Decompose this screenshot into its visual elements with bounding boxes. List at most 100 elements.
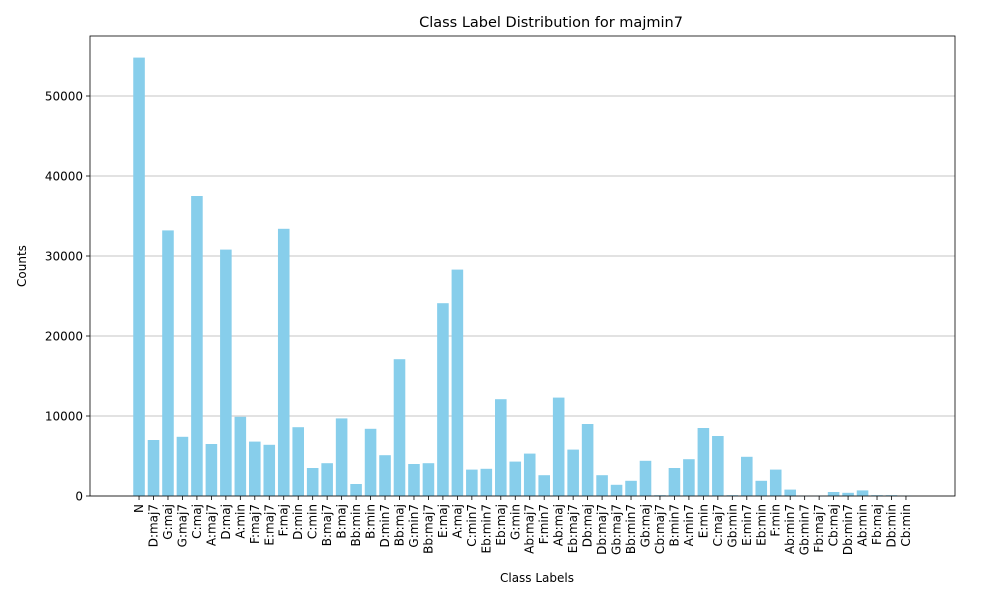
x-tick-label: F:maj7 xyxy=(248,504,262,544)
bar xyxy=(451,269,464,496)
x-tick-label: B:min7 xyxy=(667,504,681,547)
x-tick-label: B:min xyxy=(364,504,378,539)
x-tick-label: Db:maj xyxy=(581,504,595,547)
bar xyxy=(480,468,493,496)
y-tick-label: 30000 xyxy=(45,250,83,264)
bars xyxy=(133,57,912,497)
chart-title: Class Label Distribution for majmin7 xyxy=(419,15,683,31)
x-tick-label: A:maj xyxy=(450,504,464,538)
y-axis-ticks: 0 10000 20000 30000 40000 50000 xyxy=(45,90,90,504)
bar xyxy=(422,463,435,496)
bar xyxy=(147,440,160,496)
x-tick-label: Eb:min xyxy=(754,504,768,546)
bar xyxy=(827,492,840,496)
x-tick-label: Ab:min7 xyxy=(783,504,797,554)
bar xyxy=(538,475,550,496)
x-tick-label: Ab:min xyxy=(856,504,870,547)
x-tick-label: G:maj7 xyxy=(175,504,189,547)
bar xyxy=(784,489,796,496)
bar xyxy=(712,436,724,496)
y-tick-label: 40000 xyxy=(45,170,83,184)
x-tick-label: D:maj7 xyxy=(147,504,161,547)
x-tick-label: C:min xyxy=(306,504,320,539)
bar xyxy=(625,480,637,496)
x-tick-label: E:maj xyxy=(436,504,450,538)
bar xyxy=(509,461,522,496)
x-tick-label: Ab:maj7 xyxy=(523,504,537,554)
x-tick-label: F:maj xyxy=(277,504,291,536)
x-tick-label: C:min7 xyxy=(465,504,479,547)
x-tick-label: A:min xyxy=(233,504,247,539)
bar xyxy=(495,399,507,496)
x-tick-label: Fb:maj7 xyxy=(812,504,826,553)
x-tick-label: Eb:maj xyxy=(494,504,508,546)
bar xyxy=(191,196,203,496)
bar xyxy=(697,428,710,496)
bar xyxy=(639,460,652,496)
x-tick-label: Bb:maj xyxy=(393,504,407,546)
bar xyxy=(437,303,449,496)
bar xyxy=(610,484,623,496)
plot-frame xyxy=(89,35,956,497)
bar xyxy=(321,463,333,496)
x-tick-label: B:maj xyxy=(335,504,349,539)
x-tick-label: Db:min7 xyxy=(841,504,855,555)
bar xyxy=(335,418,348,496)
x-tick-label: Db:min xyxy=(884,504,898,548)
x-tick-label: Bb:maj7 xyxy=(421,504,435,554)
x-tick-label: Bb:min xyxy=(349,504,363,547)
x-tick-label: G:min xyxy=(508,504,522,540)
x-tick-label: C:maj xyxy=(190,504,204,539)
x-axis-ticks: N D:maj7 G:maj G:maj7 C:maj A:maj7 D:maj A:min F… xyxy=(132,496,913,555)
x-tick-label: E:min7 xyxy=(740,504,754,546)
x-tick-label: Fb:maj xyxy=(870,504,884,545)
x-tick-label: Gb:maj xyxy=(638,504,652,547)
x-tick-label: B:maj7 xyxy=(320,504,334,546)
x-tick-label: E:maj7 xyxy=(262,504,276,546)
bar xyxy=(668,468,681,496)
x-tick-label: Db:maj7 xyxy=(595,504,609,555)
bar xyxy=(364,428,377,496)
y-tick-label: 20000 xyxy=(45,330,83,344)
bar xyxy=(220,249,232,496)
grid-lines xyxy=(90,95,955,497)
bar xyxy=(842,492,854,496)
x-tick-label: D:maj xyxy=(219,504,233,540)
y-tick-label: 10000 xyxy=(45,410,83,424)
x-tick-label: Bb:min7 xyxy=(624,504,638,554)
y-tick-label: 50000 xyxy=(45,90,83,104)
x-tick-label: A:min7 xyxy=(682,504,696,546)
x-tick-label: Cb:maj xyxy=(827,504,841,546)
x-tick-label: E:min xyxy=(696,504,710,538)
bar xyxy=(552,397,565,496)
x-tick-label: F:min7 xyxy=(537,504,551,544)
x-tick-label: A:maj7 xyxy=(204,504,218,546)
bar xyxy=(755,480,768,496)
bar xyxy=(263,444,276,496)
bar xyxy=(856,490,869,496)
bar xyxy=(523,453,536,496)
bar xyxy=(581,424,594,496)
bar xyxy=(292,427,304,496)
x-tick-label: Ab:maj xyxy=(552,504,566,546)
bar xyxy=(769,469,782,496)
bar xyxy=(205,444,218,496)
x-tick-label: F:min xyxy=(769,504,783,537)
x-tick-label: Eb:min7 xyxy=(479,504,493,554)
x-tick-label: D:min7 xyxy=(378,504,392,548)
x-tick-label: C:maj7 xyxy=(711,504,725,546)
bar xyxy=(683,459,695,496)
x-tick-label: N xyxy=(132,504,146,513)
bar xyxy=(379,455,391,496)
x-tick-label: Cb:maj7 xyxy=(653,504,667,554)
y-axis-label: Counts xyxy=(15,245,29,287)
bar xyxy=(408,464,420,496)
bar xyxy=(567,449,579,496)
bar xyxy=(249,441,261,496)
x-tick-label: Gb:min7 xyxy=(798,504,812,555)
x-tick-label: Cb:min xyxy=(899,504,913,547)
y-tick-label: 0 xyxy=(75,490,83,504)
bar xyxy=(306,468,319,496)
x-tick-label: Eb:maj7 xyxy=(566,504,580,553)
x-tick-label: Gb:maj7 xyxy=(610,504,624,555)
